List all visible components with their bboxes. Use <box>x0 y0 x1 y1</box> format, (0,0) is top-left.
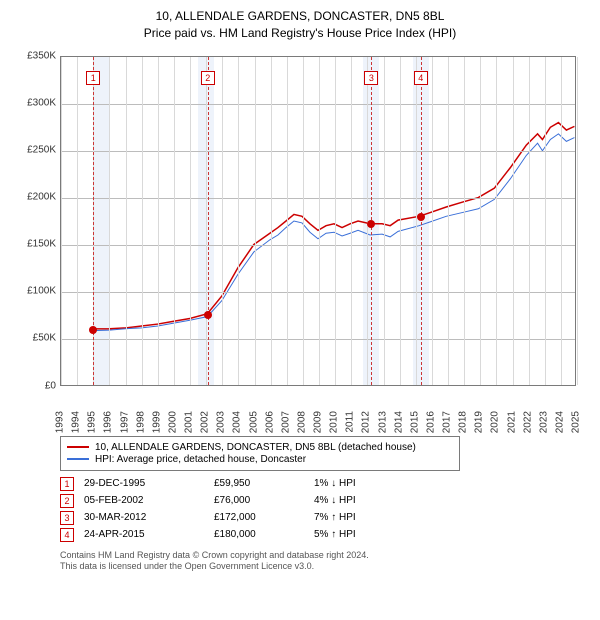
event-date: 05-FEB-2002 <box>84 495 214 506</box>
event-price: £76,000 <box>214 495 314 506</box>
sale-dot <box>367 220 375 228</box>
legend-row: HPI: Average price, detached house, Donc… <box>67 454 453 465</box>
event-price: £59,950 <box>214 478 314 489</box>
series-property <box>94 122 575 328</box>
x-tick-label: 2015 <box>409 411 420 433</box>
y-tick-label: £200K <box>12 192 56 203</box>
event-num: 2 <box>60 494 74 508</box>
legend-swatch <box>67 446 89 448</box>
legend-swatch <box>67 458 89 460</box>
event-row: 1 29-DEC-1995£59,9501% ↓ HPI <box>60 477 588 491</box>
x-tick-label: 1998 <box>135 411 146 433</box>
x-tick-label: 2025 <box>571 411 582 433</box>
x-tick-label: 1994 <box>71 411 82 433</box>
x-tick-label: 2005 <box>248 411 259 433</box>
x-tick-label: 2011 <box>345 411 356 433</box>
title-block: 10, ALLENDALE GARDENS, DONCASTER, DN5 8B… <box>12 8 588 42</box>
title-subtitle: Price paid vs. HM Land Registry's House … <box>12 25 588 42</box>
series-hpi <box>94 133 575 330</box>
x-tick-label: 2010 <box>329 411 340 433</box>
legend-label: HPI: Average price, detached house, Donc… <box>95 454 306 465</box>
line-svg <box>61 57 575 385</box>
event-price: £180,000 <box>214 529 314 540</box>
x-tick-label: 2006 <box>264 411 275 433</box>
x-tick-label: 1997 <box>119 411 130 433</box>
x-tick-label: 2000 <box>167 411 178 433</box>
legend-row: 10, ALLENDALE GARDENS, DONCASTER, DN5 8B… <box>67 442 453 453</box>
x-tick-label: 2013 <box>377 411 388 433</box>
y-tick-label: £150K <box>12 239 56 250</box>
sale-dot <box>417 213 425 221</box>
footer-line: Contains HM Land Registry data © Crown c… <box>60 550 588 562</box>
x-tick-label: 2012 <box>361 411 372 433</box>
x-tick-label: 1999 <box>151 411 162 433</box>
event-row: 4 24-APR-2015£180,0005% ↑ HPI <box>60 528 588 542</box>
y-tick-label: £50K <box>12 333 56 344</box>
x-tick-label: 2020 <box>490 411 501 433</box>
event-date: 29-DEC-1995 <box>84 478 214 489</box>
event-price: £172,000 <box>214 512 314 523</box>
event-num: 1 <box>60 477 74 491</box>
event-delta: 1% ↓ HPI <box>314 478 414 489</box>
legend-label: 10, ALLENDALE GARDENS, DONCASTER, DN5 8B… <box>95 442 416 453</box>
event-line <box>93 57 94 385</box>
event-delta: 7% ↑ HPI <box>314 512 414 523</box>
x-tick-label: 2001 <box>184 411 195 433</box>
x-tick-label: 2017 <box>442 411 453 433</box>
y-tick-label: £0 <box>12 380 56 391</box>
sale-dot <box>204 311 212 319</box>
x-tick-label: 1996 <box>103 411 114 433</box>
events-table: 129-DEC-1995£59,9501% ↓ HPI205-FEB-2002£… <box>60 477 588 542</box>
event-delta: 5% ↑ HPI <box>314 529 414 540</box>
y-tick-label: £100K <box>12 286 56 297</box>
chart-container: 10, ALLENDALE GARDENS, DONCASTER, DN5 8B… <box>0 0 600 579</box>
title-address: 10, ALLENDALE GARDENS, DONCASTER, DN5 8B… <box>12 8 588 25</box>
event-num: 4 <box>60 528 74 542</box>
footer: Contains HM Land Registry data © Crown c… <box>60 550 588 573</box>
y-tick-label: £350K <box>12 50 56 61</box>
footer-line: This data is licensed under the Open Gov… <box>60 561 588 573</box>
event-num: 3 <box>60 511 74 525</box>
legend: 10, ALLENDALE GARDENS, DONCASTER, DN5 8B… <box>60 436 460 471</box>
x-tick-label: 2019 <box>474 411 485 433</box>
event-marker: 2 <box>201 71 215 85</box>
x-tick-label: 1993 <box>55 411 66 433</box>
event-marker: 3 <box>364 71 378 85</box>
event-row: 3 30-MAR-2012£172,0007% ↑ HPI <box>60 511 588 525</box>
x-tick-label: 2004 <box>232 411 243 433</box>
x-tick-label: 2018 <box>458 411 469 433</box>
x-tick-label: 2003 <box>216 411 227 433</box>
event-row: 2 05-FEB-2002£76,0004% ↓ HPI <box>60 494 588 508</box>
sale-dot <box>89 326 97 334</box>
x-tick-label: 1995 <box>87 411 98 433</box>
x-tick-label: 2022 <box>522 411 533 433</box>
x-tick-label: 2007 <box>280 411 291 433</box>
x-tick-label: 2024 <box>554 411 565 433</box>
x-tick-label: 2023 <box>538 411 549 433</box>
y-tick-label: £250K <box>12 144 56 155</box>
chart-wrap: 1 2 3 4 £0 £50K £100K £150K £200K £250K £300K £350… <box>12 46 588 426</box>
x-tick-label: 2002 <box>200 411 211 433</box>
x-tick-label: 2008 <box>296 411 307 433</box>
event-marker: 4 <box>414 71 428 85</box>
x-tick-label: 2014 <box>393 411 404 433</box>
x-tick-label: 2009 <box>313 411 324 433</box>
event-date: 24-APR-2015 <box>84 529 214 540</box>
event-marker: 1 <box>86 71 100 85</box>
x-tick-label: 2016 <box>425 411 436 433</box>
event-date: 30-MAR-2012 <box>84 512 214 523</box>
plot-area: 1 2 3 4 <box>60 56 576 386</box>
event-line <box>208 57 209 385</box>
x-tick-label: 2021 <box>506 411 517 433</box>
y-tick-label: £300K <box>12 97 56 108</box>
event-delta: 4% ↓ HPI <box>314 495 414 506</box>
